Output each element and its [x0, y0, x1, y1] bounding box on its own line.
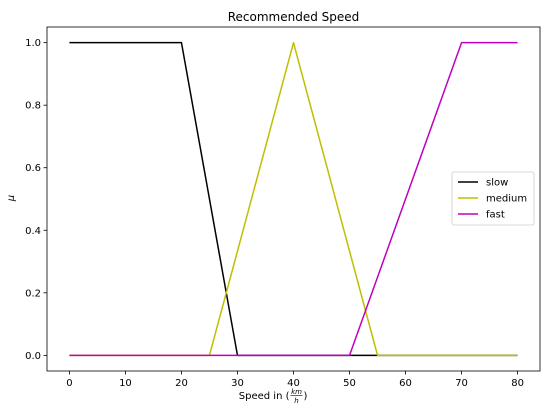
x-tick-label: 20: [175, 378, 188, 389]
legend-label-medium: medium: [486, 194, 527, 205]
x-tick-label: 40: [287, 378, 300, 389]
y-tick-label: 0.6: [25, 163, 41, 174]
y-axis: 0.0 0.2 0.4 0.6 0.8 1.0: [25, 38, 47, 362]
x-axis: 0 10 20 30 40 50 60 70 80: [66, 371, 524, 389]
y-tick-label: 0.8: [25, 101, 41, 112]
y-tick-label: 0.4: [25, 226, 41, 237]
y-tick-label: 1.0: [25, 38, 41, 49]
legend: slow medium fast: [451, 171, 535, 226]
x-axis-label-suffix: ): [304, 391, 308, 402]
x-axis-label-prefix: Speed in (: [239, 391, 290, 402]
x-tick-label: 50: [343, 378, 356, 389]
series-layer: [69, 41, 518, 357]
y-axis-label: μ: [6, 195, 17, 202]
series-line-slow: [69, 41, 518, 357]
x-axis-label: Speed in ( km h ): [239, 388, 308, 405]
chart-title: Recommended Speed: [228, 10, 360, 24]
x-axis-label-denominator: h: [294, 397, 298, 405]
x-tick-label: 80: [511, 378, 524, 389]
y-tick-label: 0.2: [25, 288, 41, 299]
x-axis-label-numerator: km: [291, 388, 302, 396]
x-tick-label: 0: [66, 378, 72, 389]
series-line-medium: [69, 41, 518, 357]
legend-label-fast: fast: [486, 210, 505, 221]
x-tick-label: 30: [231, 378, 244, 389]
x-tick-label: 60: [399, 378, 412, 389]
legend-box: [451, 171, 535, 226]
series-line-fast: [69, 41, 518, 357]
x-tick-label: 10: [119, 378, 132, 389]
y-tick-label: 0.0: [25, 351, 41, 362]
x-tick-label: 70: [455, 378, 468, 389]
legend-label-slow: slow: [486, 178, 508, 189]
